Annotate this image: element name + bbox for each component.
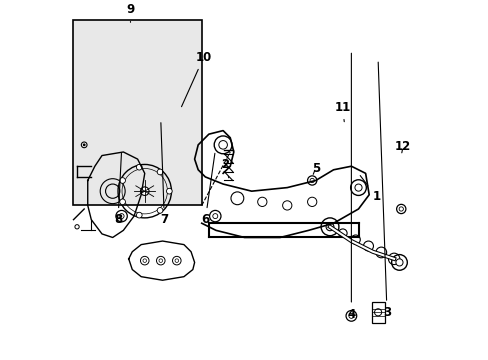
Circle shape (166, 188, 172, 194)
Circle shape (120, 199, 125, 205)
Circle shape (140, 187, 149, 195)
Bar (371, 302, 384, 323)
Circle shape (212, 213, 217, 219)
Text: 7: 7 (160, 123, 168, 226)
Text: 9: 9 (126, 3, 134, 22)
Text: 8: 8 (114, 153, 122, 226)
Text: 3: 3 (377, 62, 390, 319)
Circle shape (348, 313, 353, 318)
Circle shape (136, 165, 142, 170)
Text: 10: 10 (181, 51, 211, 107)
Text: 12: 12 (394, 140, 410, 153)
Text: 5: 5 (311, 162, 319, 175)
Circle shape (157, 207, 163, 213)
Circle shape (398, 207, 403, 211)
Circle shape (136, 212, 142, 218)
Circle shape (81, 142, 87, 148)
Circle shape (395, 259, 402, 266)
Text: 11: 11 (334, 101, 350, 122)
Text: 4: 4 (346, 53, 355, 320)
Circle shape (142, 259, 146, 262)
Circle shape (82, 143, 85, 146)
Text: 1: 1 (360, 176, 380, 203)
Circle shape (159, 259, 162, 262)
Circle shape (119, 213, 124, 219)
FancyBboxPatch shape (73, 20, 202, 206)
Text: 2: 2 (221, 158, 228, 178)
Circle shape (157, 169, 163, 175)
Text: 6: 6 (201, 153, 214, 226)
Circle shape (175, 259, 178, 262)
Circle shape (120, 177, 125, 183)
Circle shape (75, 225, 79, 229)
Circle shape (309, 178, 314, 183)
